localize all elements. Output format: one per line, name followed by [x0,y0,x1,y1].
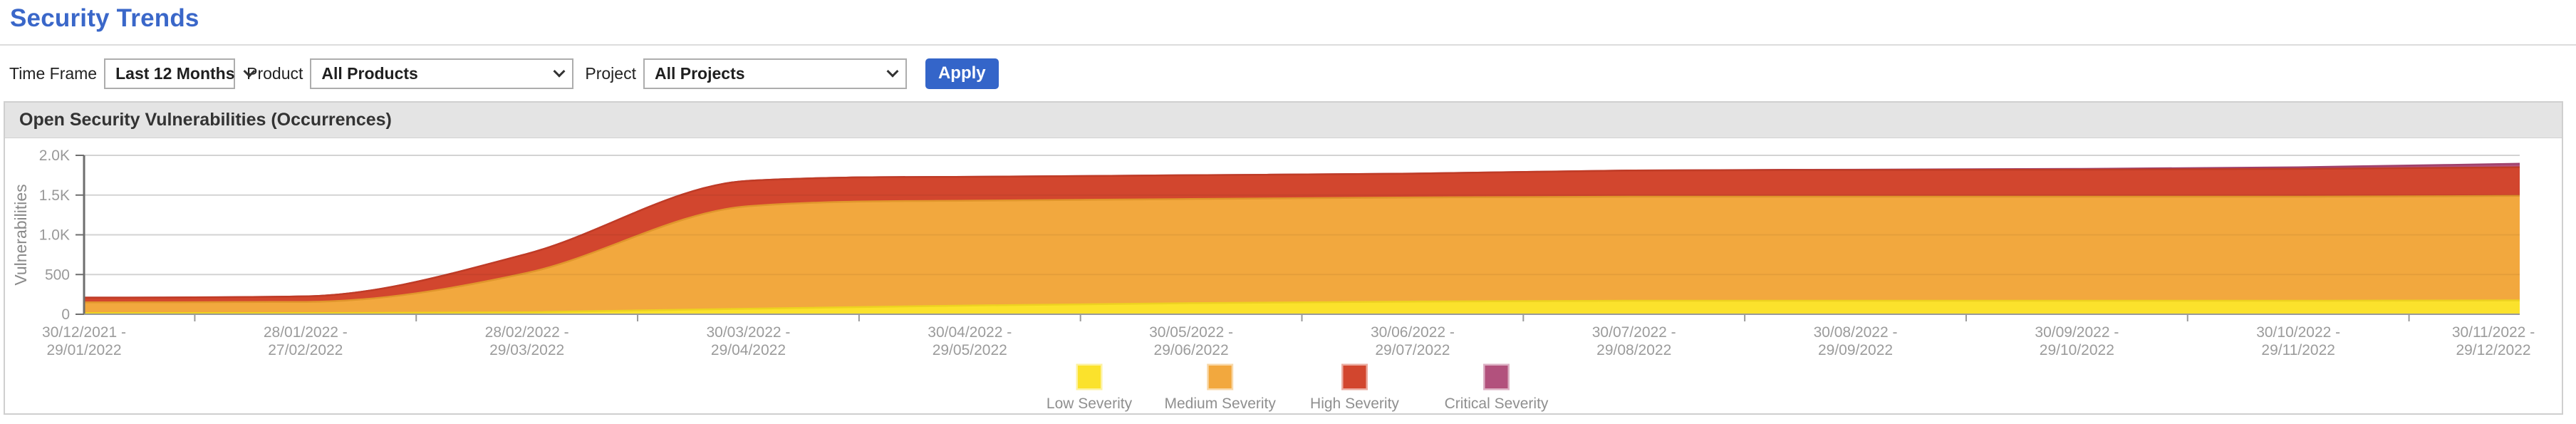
panel-title: Open Security Vulnerabilities (Occurrenc… [19,110,392,130]
y-tick-label: 0 [61,306,70,323]
product-selected-value: All Products [321,63,418,83]
legend-label: High Severity [1310,395,1399,412]
page-title: Security Trends [10,4,199,32]
y-tick-label: 1.5K [39,187,70,204]
legend-label: Low Severity [1046,395,1133,412]
apply-button[interactable]: Apply [925,58,999,89]
stacked-area-chart: 0 500 1.0K 1.5K 2.0K 30/12/2021 -29/01/2022 28… [5,139,2562,414]
y-tick-label: 500 [45,267,70,283]
chevron-down-icon [886,65,899,78]
y-tick-label: 2.0K [39,148,70,164]
legend-label: Medium Severity [1165,395,1277,412]
legend-swatch [1483,363,1510,391]
area-fill [84,195,2520,314]
time-frame-select[interactable]: Last 12 Months [104,58,256,89]
x-tick-label: 28/01/2022 -27/02/2022 [264,324,348,358]
chart-svg: 0 500 1.0K 1.5K 2.0K 30/12/2021 -29/01/2022 28… [11,148,2535,412]
project-select[interactable]: All Projects [643,58,907,89]
area-edge [83,166,2520,299]
x-tick-label: 30/09/2022 -29/10/2022 [2035,324,2119,358]
x-tick-label: 30/05/2022 -29/06/2022 [1149,324,1233,358]
x-tick-label: 30/08/2022 -29/09/2022 [1814,324,1898,358]
legend-swatch [1341,363,1368,391]
panel-header: Open Security Vulnerabilities (Occurrenc… [5,103,2562,138]
legend-label: Critical Severity [1445,395,1549,412]
legend-item-critical-severity[interactable]: Critical Severity [1445,363,1549,412]
area-series-medium-severity [83,195,2520,314]
area-fill [84,300,2520,314]
x-tick-label: 30/12/2021 -29/01/2022 [42,324,126,358]
time-frame-selected-value: Last 12 Months [115,63,235,83]
x-tick-label: 30/10/2022 -29/11/2022 [2256,324,2340,358]
area-edge [83,195,2520,304]
vulnerabilities-panel: Open Security Vulnerabilities (Occurrenc… [4,101,2563,415]
x-tick-label: 30/04/2022 -29/05/2022 [928,324,1012,358]
filter-bar: Time Frame Last 12 Months Product All Pr… [9,58,999,89]
x-tick-label: 28/02/2022 -29/03/2022 [485,324,569,358]
chevron-down-icon [553,65,566,78]
title-divider [0,44,2576,46]
y-tick-label: 1.0K [39,227,70,244]
x-tick-label: 30/11/2022 -29/12/2022 [2452,324,2535,358]
area-series-low-severity [84,299,2520,314]
x-tick-label: 30/07/2022 -29/08/2022 [1592,324,1676,358]
project-label: Project [585,63,636,83]
legend-swatch [1076,363,1103,391]
x-tick-label: 30/06/2022 -29/07/2022 [1371,324,1455,358]
legend-swatch [1207,363,1234,391]
product-label: Product [246,63,303,83]
area-edge [84,299,2520,314]
legend-item-high-severity[interactable]: High Severity [1310,363,1399,412]
time-frame-label: Time Frame [9,63,98,83]
x-tick-label: 30/03/2022 -29/04/2022 [706,324,790,358]
project-selected-value: All Projects [654,63,745,83]
legend-item-low-severity[interactable]: Low Severity [1046,363,1133,412]
product-select[interactable]: All Products [310,58,574,89]
legend-item-medium-severity[interactable]: Medium Severity [1165,363,1277,412]
y-axis-title: Vulnerabilities [11,184,30,285]
